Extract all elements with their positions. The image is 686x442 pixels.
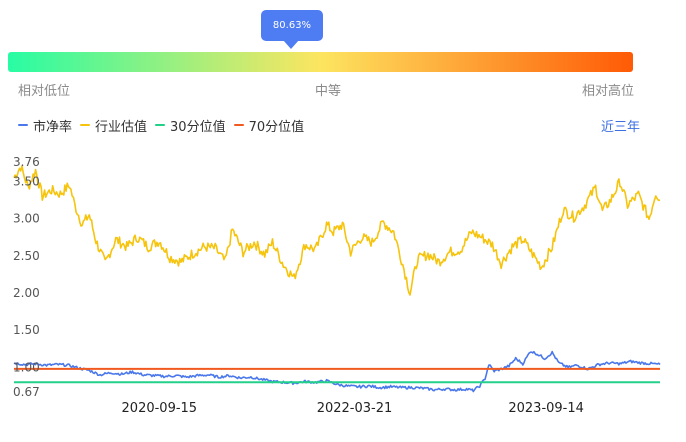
gauge-label-low: 相对低位 [18, 84, 71, 99]
legend-swatch-p70 [233, 124, 244, 126]
y-tick-label-5: 3.00 [13, 212, 40, 226]
legend-label-p30: 30分位值 [170, 119, 226, 135]
y-tick-label-6: 3.50 [13, 174, 40, 188]
percentile-gauge: 80.63% 相对低位 中等 相对高位 [0, 0, 686, 110]
time-range-selector[interactable]: 近三年 [600, 120, 640, 135]
y-tick-label-3: 2.00 [13, 286, 40, 300]
y-tick-label-4: 2.50 [13, 249, 40, 263]
y-tick-label-0: 0.67 [13, 385, 40, 399]
legend-swatch-p30 [155, 124, 166, 126]
chart-legend: 市净率 行业估值 30分位值 70分位值 [18, 116, 312, 135]
x-tick-label-1: 2022-03-21 [317, 401, 393, 416]
gauge-label-mid: 中等 [315, 84, 342, 99]
y-tick-label-7: 3.76 [13, 155, 40, 169]
gauge-label-high: 相对高位 [582, 84, 635, 99]
gradient-bar [8, 52, 633, 72]
x-tick-label-0: 2020-09-15 [122, 401, 198, 416]
legend-item-industry[interactable]: 行业估值 [80, 116, 147, 135]
percentile-tooltip: 80.63% [261, 10, 323, 41]
series-line-1 [13, 350, 661, 393]
legend-swatch-industry [80, 124, 91, 126]
legend-label-industry: 行业估值 [95, 119, 148, 135]
legend-label-pb: 市净率 [33, 119, 73, 135]
y-tick-label-1: 1.00 [13, 360, 40, 374]
x-tick-label-2: 2023-09-14 [508, 401, 584, 416]
legend-item-p30[interactable]: 30分位值 [155, 116, 226, 135]
series-line-0 [13, 165, 661, 296]
y-tick-label-2: 1.50 [13, 323, 40, 337]
legend-item-pb[interactable]: 市净率 [18, 116, 72, 135]
legend-item-p70[interactable]: 70分位值 [233, 116, 305, 135]
tooltip-arrow [283, 40, 299, 49]
legend-swatch-pb [18, 124, 28, 126]
legend-label-p70: 70分位值 [248, 119, 305, 135]
